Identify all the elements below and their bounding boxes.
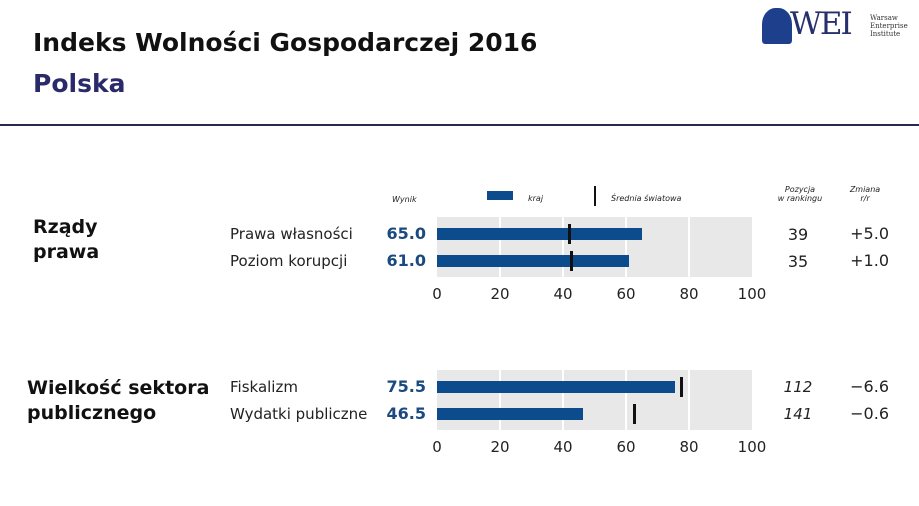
rank-header-line: Pozycja: [784, 185, 816, 194]
x-tick-label: 80: [679, 285, 699, 303]
logo-text: WEI: [790, 6, 853, 42]
logo-emblem-icon: [762, 8, 792, 44]
logo-subtext: Warsaw Enterprise Institute: [870, 14, 908, 38]
gridline: [688, 370, 690, 430]
bar-country: [437, 381, 675, 393]
score-value: 75.5: [386, 377, 426, 396]
logo-line: Warsaw: [870, 14, 898, 22]
group-label-line: publicznego: [27, 402, 157, 424]
bar-country: [437, 255, 630, 267]
x-tick-label: 100: [737, 438, 767, 456]
bar-country: [437, 408, 584, 420]
category-label: Fiskalizm: [230, 378, 298, 396]
marker-world-average: [680, 377, 684, 397]
group-label-line: prawa: [33, 241, 100, 263]
marker-world-average: [632, 404, 636, 424]
gridline: [562, 370, 564, 430]
change-header-line: Zmiana: [849, 185, 881, 194]
legend-world-label: Średnia światowa: [611, 194, 682, 203]
rank-header: Pozycja w rankingu: [770, 185, 830, 203]
rank-value: 35: [787, 252, 809, 271]
x-tick-label: 20: [490, 285, 510, 303]
group-label-line: Wielkość sektora: [27, 377, 210, 399]
logo-line: Enterprise: [870, 22, 908, 30]
marker-world-average: [570, 251, 574, 271]
gridline: [562, 217, 564, 277]
page-subtitle: Polska: [33, 69, 126, 98]
rank-value: 39: [787, 225, 809, 244]
page-title: Indeks Wolności Gospodarczej 2016: [33, 28, 538, 57]
x-tick-label: 40: [553, 285, 573, 303]
category-label: Poziom korupcji: [230, 252, 348, 270]
score-value: 46.5: [386, 404, 426, 423]
x-tick-label: 60: [616, 438, 636, 456]
change-value: +5.0: [850, 224, 889, 243]
change-value: −0.6: [850, 404, 889, 423]
logo-line: Institute: [870, 30, 901, 38]
category-label: Prawa własności: [230, 225, 353, 243]
rank-value: 141: [783, 405, 813, 423]
x-tick-label: 20: [490, 438, 510, 456]
change-value: −6.6: [850, 377, 889, 396]
legend-world-marker: [594, 186, 596, 206]
score-value: 61.0: [386, 251, 426, 270]
plot-background: [437, 217, 752, 277]
change-value: +1.0: [850, 251, 889, 270]
legend-score-label: Wynik: [392, 195, 417, 204]
x-tick-label: 80: [679, 438, 699, 456]
divider: [0, 124, 919, 126]
x-tick-label: 0: [432, 438, 442, 456]
gridline: [625, 217, 627, 277]
change-header: Zmiana r/r: [840, 185, 890, 203]
x-tick-label: 40: [553, 438, 573, 456]
gridline: [688, 217, 690, 277]
group-label-line: Rządy: [33, 216, 98, 238]
legend-country-label: kraj: [528, 194, 544, 203]
x-tick-label: 60: [616, 285, 636, 303]
change-header-line: r/r: [860, 194, 870, 203]
gridline: [499, 370, 501, 430]
marker-world-average: [567, 224, 571, 244]
logo: WEI Warsaw Enterprise Institute: [760, 6, 910, 46]
category-label: Wydatki publiczne: [230, 405, 368, 423]
rank-header-line: w rankingu: [777, 194, 823, 203]
x-tick-label: 100: [737, 285, 767, 303]
gridline: [499, 217, 501, 277]
gridline: [625, 370, 627, 430]
rank-value: 112: [783, 378, 813, 396]
plot-background: [437, 370, 752, 430]
x-tick-label: 0: [432, 285, 442, 303]
bar-country: [437, 228, 642, 240]
legend-country-swatch: [487, 191, 513, 200]
score-value: 65.0: [386, 224, 426, 243]
